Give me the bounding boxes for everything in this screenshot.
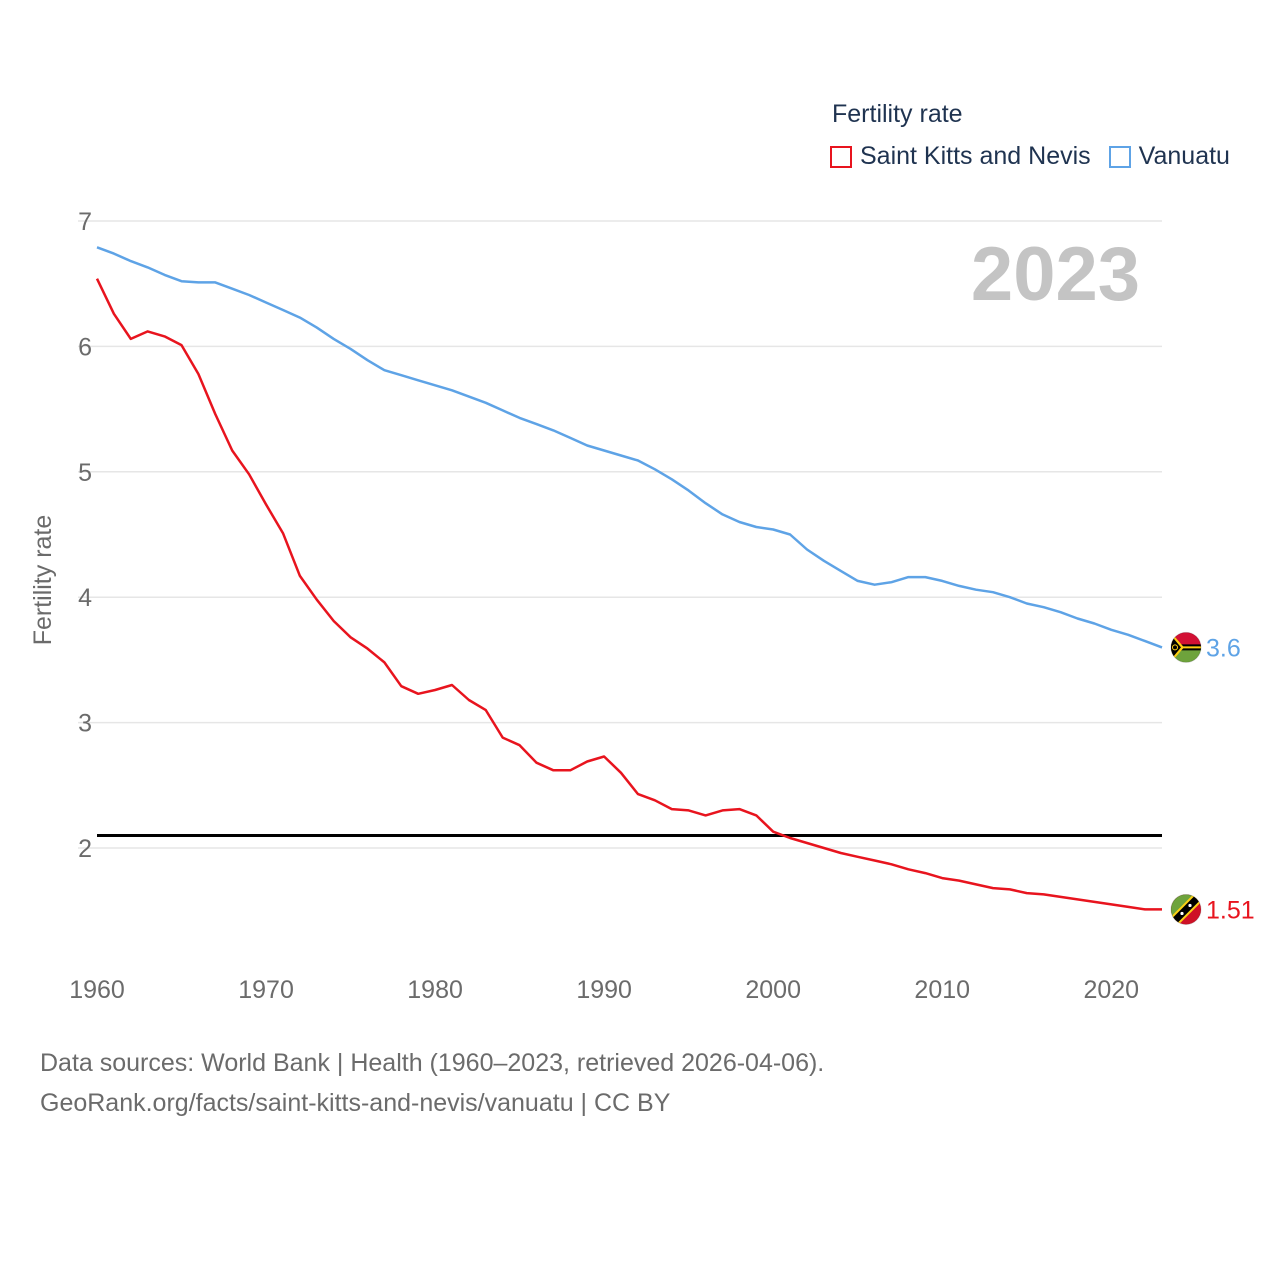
legend-label-vanuatu: Vanuatu xyxy=(1138,142,1230,170)
footer-sources: Data sources: World Bank | Health (1960–… xyxy=(40,1049,825,1077)
x-tick-label-2000: 2000 xyxy=(745,976,801,1004)
vanuatu-flag-icon xyxy=(1170,631,1202,663)
y-tick-label-5: 5 xyxy=(78,459,92,487)
axis-labels: 2 3 4 5 6 7 1960 1970 1980 1990 2000 2010 2020 xyxy=(69,208,1139,1004)
end-value-label-saint-kitts-and-nevis: 1.51 xyxy=(1206,896,1255,924)
y-tick-label-6: 6 xyxy=(78,333,92,361)
saint-kitts-and-nevis-flag-icon xyxy=(1170,893,1202,925)
x-tick-label-1960: 1960 xyxy=(69,976,125,1004)
series-line-vanuatu xyxy=(96,246,1163,649)
legend: Saint Kitts and Nevis Vanuatu xyxy=(830,142,1248,171)
year-watermark: 2023 xyxy=(971,232,1140,317)
legend-item-saint-kitts-and-nevis[interactable]: Saint Kitts and Nevis xyxy=(830,142,1091,171)
x-tick-label-1970: 1970 xyxy=(238,976,294,1004)
y-tick-label-2: 2 xyxy=(78,835,92,863)
legend-swatch-vanuatu xyxy=(1108,145,1131,168)
series-endpoints: 1.51 3.6 xyxy=(1170,631,1255,925)
end-value-label-vanuatu: 3.6 xyxy=(1206,634,1241,662)
x-tick-label-1980: 1980 xyxy=(407,976,463,1004)
y-tick-label-4: 4 xyxy=(78,584,92,612)
footer: Data sources: World Bank | Health (1960–… xyxy=(40,1043,824,1123)
series-lines xyxy=(95,246,1163,911)
y-axis-title: Fertility rate xyxy=(29,515,57,646)
x-tick-label-1990: 1990 xyxy=(576,976,632,1004)
legend-swatch-saint-kitts-and-nevis xyxy=(830,145,852,168)
series-line-saint-kitts-and-nevis xyxy=(95,278,1162,911)
footer-attribution[interactable]: GeoRank.org/facts/saint-kitts-and-nevis/… xyxy=(40,1089,671,1117)
x-tick-label-2020: 2020 xyxy=(1083,976,1139,1004)
x-tick-label-2010: 2010 xyxy=(914,976,970,1004)
legend-item-vanuatu[interactable]: Vanuatu xyxy=(1108,142,1230,171)
y-tick-label-7: 7 xyxy=(78,208,92,236)
legend-title: Fertility rate xyxy=(832,100,963,128)
grid-lines xyxy=(78,220,1162,849)
y-tick-label-3: 3 xyxy=(78,710,92,738)
legend-label-saint-kitts-and-nevis: Saint Kitts and Nevis xyxy=(860,142,1091,170)
